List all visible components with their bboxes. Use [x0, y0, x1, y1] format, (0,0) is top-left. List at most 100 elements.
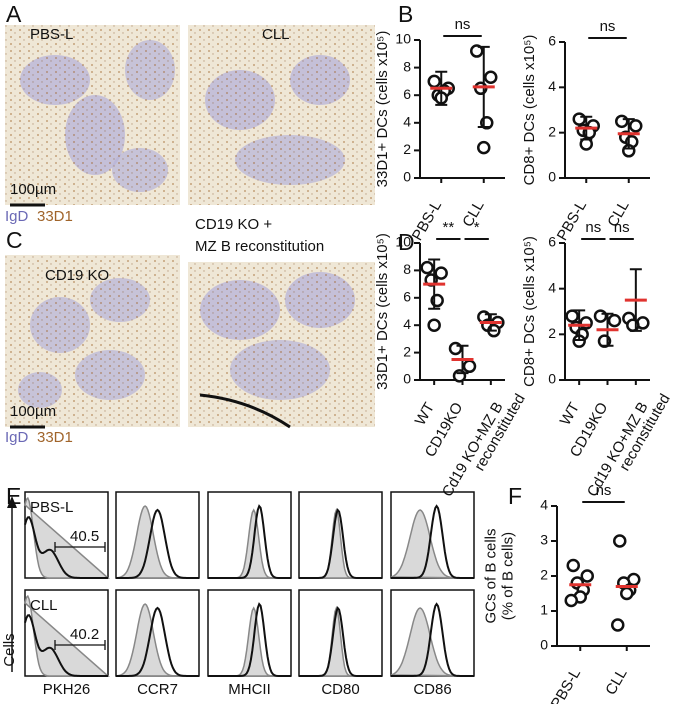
y-tick-label: 4	[548, 78, 556, 94]
data-point	[580, 569, 594, 583]
label-line: CLL	[602, 666, 630, 698]
y-tick-label: 0	[548, 371, 556, 387]
x-tick-label: WT	[557, 400, 583, 429]
sample-histogram	[391, 602, 474, 677]
x-tick-label: PBS-L	[548, 666, 584, 704]
data-point	[620, 586, 634, 601]
y-tick-label: 8	[403, 58, 411, 74]
data-point	[565, 309, 579, 323]
data-point	[420, 260, 434, 275]
y-tick-label: 2	[548, 123, 556, 139]
y-tick-label: 1	[540, 602, 548, 618]
sample-histogram	[24, 516, 108, 579]
significance-label: ns	[455, 16, 471, 33]
micrographs	[5, 25, 375, 429]
y-axis-label: CD8+ DCs (cells x10⁵)	[521, 236, 538, 387]
y-tick-label: 4	[548, 279, 556, 295]
x-tick-label: WT	[412, 400, 438, 429]
y-tick-label: 2	[548, 325, 556, 341]
y-tick-label: 10	[395, 31, 411, 47]
stain-texture	[188, 25, 375, 205]
tissue-edge	[199, 393, 291, 429]
y-axis-label: 33D1+ DCs (cells x10⁵)	[374, 31, 391, 188]
stain-label: IgD	[5, 429, 29, 446]
gate-value: 40.2	[70, 626, 99, 643]
marker-label: CD86	[413, 681, 451, 698]
y-tick-label: 6	[403, 289, 411, 305]
y-tick-label: 10	[395, 234, 411, 250]
y-tick-label: 0	[548, 169, 556, 185]
data-point	[593, 309, 608, 323]
stain-texture	[188, 262, 375, 427]
y-tick-label: 0	[403, 169, 411, 185]
isotype-histogram	[115, 603, 200, 677]
sample-histogram	[116, 508, 199, 579]
marker-label: CD80	[321, 681, 359, 698]
scale-bar-label: 100µm	[10, 181, 56, 198]
y-tick-label: 8	[403, 261, 411, 277]
y-tick-label: 3	[540, 532, 548, 548]
image-label: CD19 KO	[45, 267, 109, 284]
sample-histogram	[24, 614, 108, 677]
y-tick-label: 6	[403, 86, 411, 102]
image-label: CLL	[262, 26, 290, 43]
data-point	[566, 558, 580, 573]
data-point	[607, 313, 622, 328]
data-point	[470, 44, 484, 58]
y-tick-label: 2	[403, 141, 411, 157]
sample-histogram	[391, 504, 474, 579]
label-line: PBS-L	[409, 198, 445, 244]
significance-label: *	[474, 219, 480, 236]
gate-value: 40.5	[70, 528, 99, 545]
sample-histogram	[208, 602, 291, 677]
y-tick-label: 2	[403, 343, 411, 359]
y-tick-label: 4	[540, 497, 548, 513]
x-tick-label: PBS-L	[409, 198, 445, 244]
x-tick-label: CLL	[602, 666, 630, 698]
y-axis-label: 33D1+ DCs (cells x10⁵)	[374, 233, 391, 390]
y-axis-label: Cells	[1, 633, 18, 666]
label-line: WT	[412, 400, 438, 429]
y-axis-label: GCs of B cells	[482, 528, 499, 623]
data-point	[448, 341, 463, 356]
isotype-histogram	[115, 505, 200, 579]
row-label: PBS-L	[30, 499, 73, 516]
data-point	[484, 70, 498, 85]
label-line: PBS-L	[548, 666, 584, 704]
y-tick-label: 4	[403, 114, 411, 130]
y-tick-label: 0	[540, 637, 548, 653]
significance-label: ns	[600, 18, 616, 35]
y-tick-label: 6	[548, 33, 556, 49]
data-point	[477, 140, 491, 155]
y-tick-label: 4	[403, 316, 411, 332]
data-point	[427, 318, 441, 332]
data-point	[434, 266, 448, 280]
data-point	[572, 112, 586, 126]
significance-label: ns	[614, 219, 630, 236]
data-point	[615, 114, 629, 129]
image-label: PBS-L	[30, 26, 73, 43]
image-label: MZ B reconstitution	[195, 238, 324, 255]
panel-letter: F	[508, 483, 522, 509]
sample-histogram	[208, 504, 291, 579]
sample-histogram	[299, 508, 382, 579]
significance-label: **	[442, 219, 454, 236]
panel-letter: D	[398, 229, 415, 255]
label-line: WT	[557, 400, 583, 429]
sample-histogram	[299, 606, 382, 677]
stain-label: IgD	[5, 208, 29, 225]
data-point	[427, 74, 441, 89]
data-point	[613, 534, 627, 548]
stain-label: 33D1	[37, 429, 73, 446]
stain-texture	[5, 25, 180, 205]
stain-label: 33D1	[37, 208, 73, 225]
image-label: CD19 KO +	[195, 216, 272, 233]
sample-histogram	[116, 606, 199, 677]
stain-texture	[5, 255, 180, 427]
data-point	[629, 119, 643, 133]
y-tick-label: 6	[548, 234, 556, 250]
data-point	[611, 618, 625, 632]
panel-letter: B	[398, 1, 413, 27]
panel-letter: A	[6, 1, 22, 27]
